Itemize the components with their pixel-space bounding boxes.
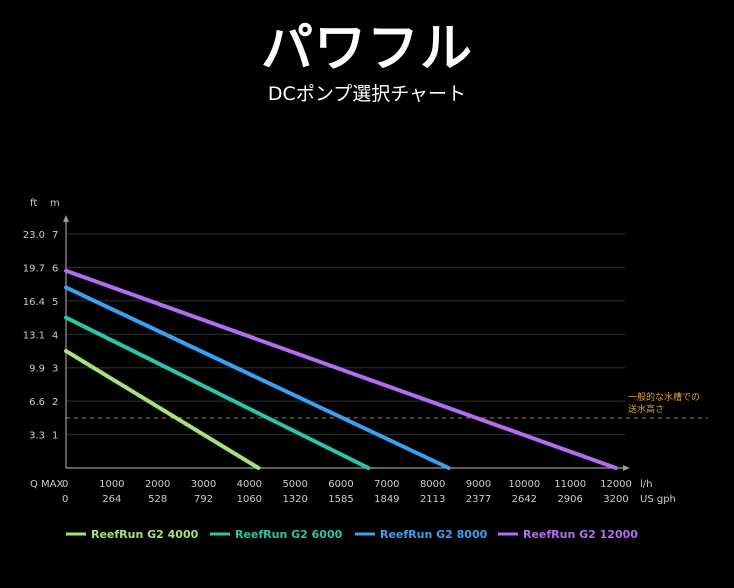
x-tick-label-lh: 11000 <box>554 479 586 490</box>
series-line <box>64 315 371 470</box>
x-tick-label-lh: 6000 <box>328 479 353 490</box>
x-unit-lh: l/h <box>640 479 653 490</box>
y-tick-label-m: 5 <box>52 297 58 308</box>
page-title: パワフル <box>260 19 473 79</box>
x-tick-label-gph: 2113 <box>420 494 445 505</box>
y-tick-label-ft: 19.7 <box>23 263 45 274</box>
x-tick-label-gph: 1320 <box>282 494 307 505</box>
reference-label-line1: 一般的な水槽での <box>628 391 700 403</box>
x-tick-label-lh: 0 <box>62 479 68 490</box>
x-tick-label-gph: 2642 <box>512 494 537 505</box>
y-tick-label-m: 2 <box>52 397 58 408</box>
series-line <box>64 268 618 470</box>
legend-label: ReefRun G2 8000 <box>380 528 488 541</box>
y-tick-label-ft: 23.0 <box>23 230 45 241</box>
x-tick-label-gph: 792 <box>194 494 213 505</box>
y-tick-label-m: 6 <box>52 263 58 274</box>
x-tick-label-gph: 1849 <box>374 494 399 505</box>
y-tick-label-ft: 13.1 <box>23 330 45 341</box>
x-tick-label-lh: 2000 <box>145 479 170 490</box>
y-tick-label-ft: 6.6 <box>29 397 45 408</box>
x-tick-label-lh: 8000 <box>420 479 445 490</box>
x-tick-label-gph: 3200 <box>603 494 628 505</box>
x-tick-label-gph: 0 <box>62 494 68 505</box>
x-tick-label-lh: 3000 <box>191 479 216 490</box>
x-tick-label-gph: 1060 <box>237 494 262 505</box>
y-tick-label-m: 3 <box>52 364 58 375</box>
x-tick-label-lh: 12000 <box>600 479 632 490</box>
y-tick-label-m: 4 <box>52 330 58 341</box>
y-tick-label-ft: 9.9 <box>29 364 45 375</box>
series-line <box>64 349 261 470</box>
x-tick-label-lh: 9000 <box>466 479 491 490</box>
y-tick-label-m: 7 <box>52 230 58 241</box>
y-unit-m: m <box>50 198 60 209</box>
x-tick-label-gph: 2377 <box>466 494 491 505</box>
x-tick-label-lh: 1000 <box>99 479 124 490</box>
y-unit-ft: ft <box>30 198 37 209</box>
x-tick-label-gph: 1585 <box>328 494 353 505</box>
x-qmax-label: Q MAX <box>30 479 64 490</box>
x-tick-label-gph: 2906 <box>557 494 582 505</box>
legend-label: ReefRun G2 4000 <box>91 528 199 541</box>
series-line <box>64 285 451 470</box>
x-unit-gph: US gph <box>640 494 676 505</box>
y-tick-label-m: 1 <box>52 431 58 442</box>
y-tick-label-ft: 16.4 <box>23 297 45 308</box>
legend-label: ReefRun G2 6000 <box>235 528 343 541</box>
x-tick-label-gph: 528 <box>148 494 167 505</box>
x-tick-label-lh: 7000 <box>374 479 399 490</box>
x-tick-label-lh: 5000 <box>282 479 307 490</box>
x-axis-arrow <box>623 465 630 471</box>
y-tick-label-ft: 3.3 <box>29 431 45 442</box>
page-subtitle: DCポンプ選択チャート <box>267 83 467 105</box>
reference-label-line2: 送水高さ <box>628 403 664 415</box>
x-tick-label-lh: 10000 <box>508 479 540 490</box>
legend-label: ReefRun G2 12000 <box>523 528 638 541</box>
y-axis-arrow <box>63 215 69 222</box>
x-tick-label-lh: 4000 <box>237 479 262 490</box>
x-tick-label-gph: 264 <box>102 494 121 505</box>
